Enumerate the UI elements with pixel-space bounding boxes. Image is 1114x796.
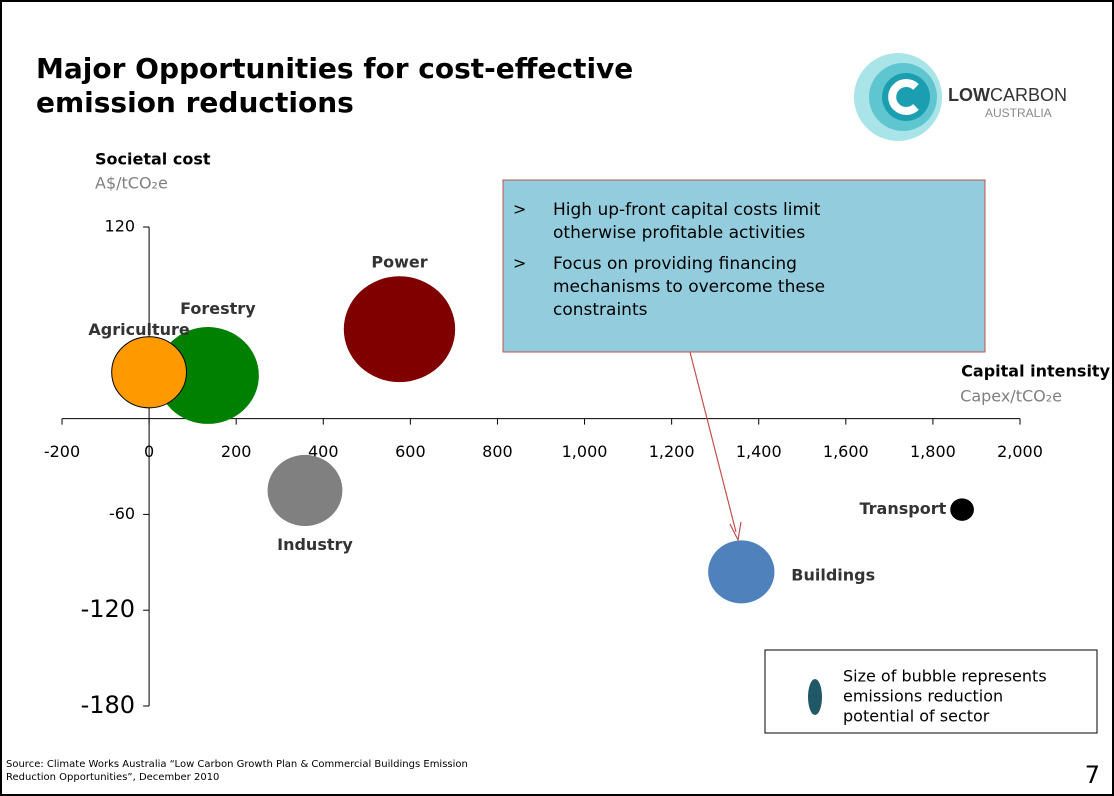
- title-line: Major Opportunities for cost-effective: [36, 52, 633, 85]
- y-axis-title: Societal cost: [95, 150, 211, 169]
- bullet-marker: >: [513, 200, 526, 219]
- logo: LOWCARBON AUSTRALIA: [854, 53, 1067, 141]
- bubble: [111, 336, 188, 409]
- page-number: 7: [1085, 761, 1100, 789]
- bubble-label: Forestry: [180, 299, 256, 318]
- callout-arrow: [689, 351, 737, 533]
- x-tick-label: 2,000: [997, 442, 1043, 461]
- x-tick-label: 0: [144, 442, 154, 461]
- x-tick-label: 600: [395, 442, 426, 461]
- source: Source: Climate Works Australia “Low Car…: [6, 759, 468, 770]
- x-tick-label: 400: [308, 442, 339, 461]
- legend-bubble: [808, 679, 822, 715]
- bubble: [343, 276, 456, 383]
- y-tick-label: 120: [105, 217, 136, 236]
- x-tick-label: 1,200: [649, 442, 695, 461]
- bubble: [156, 327, 259, 424]
- bullet-marker: >: [513, 254, 526, 273]
- bubble-label: Transport: [860, 499, 947, 518]
- x-tick-label: 200: [221, 442, 252, 461]
- bubble: [708, 540, 775, 604]
- y-tick-label: -60: [109, 504, 135, 523]
- logo-c: [888, 79, 919, 115]
- x-axis-unit: Capex/tCO₂e: [960, 387, 1062, 406]
- legend-note: potential of sector: [843, 707, 990, 726]
- plot: -200 0 200 400 600 800 1,000 1,200 1,400 1,600 1,8…: [44, 217, 1043, 720]
- logo-word: LOWCARBON: [948, 85, 1067, 105]
- x-axis-title: Capital intensity: [961, 362, 1110, 381]
- arrow-head: [729, 521, 742, 542]
- callout: > High up-front capital costs limit otherw…: [502, 179, 986, 542]
- y-tick-label: -120: [81, 595, 135, 623]
- logo-word1: LOW: [948, 85, 990, 105]
- y-axis-unit: A$/tCO₂e: [95, 174, 168, 193]
- bubble-label: Power: [371, 253, 427, 272]
- x-tick-label: 1,800: [910, 442, 956, 461]
- callout-text: mechanisms to overcome these: [553, 277, 825, 297]
- callout-text: otherwise profitable activities: [553, 223, 805, 243]
- callout-text: Focus on providing financing: [553, 254, 797, 274]
- bubble-label: Industry: [277, 535, 353, 554]
- callout-text: constraints: [553, 300, 648, 320]
- bubble: [267, 454, 343, 526]
- x-tick-label: -200: [44, 442, 80, 461]
- x-tick-label: 1,400: [736, 442, 782, 461]
- title-line: emission reductions: [36, 86, 354, 119]
- bubble-label: Agriculture: [88, 320, 190, 339]
- logo-sub: AUSTRALIA: [985, 106, 1052, 120]
- callout-text: High up-front capital costs limit: [553, 200, 821, 220]
- x-tick-label: 800: [482, 442, 513, 461]
- legend-note: Size of bubble represents: [843, 667, 1047, 686]
- logo-word2: CARBON: [990, 85, 1067, 105]
- bubble: [950, 498, 974, 521]
- y-tick-label: -180: [81, 691, 135, 719]
- bubble-label: Buildings: [791, 565, 875, 584]
- callout-box: [502, 179, 986, 353]
- legend-note: emissions reduction: [843, 687, 1003, 706]
- source: Reduction Opportunities”, December 2010: [6, 772, 219, 783]
- x-tick-label: 1,600: [823, 442, 869, 461]
- x-tick-label: 1,000: [562, 442, 608, 461]
